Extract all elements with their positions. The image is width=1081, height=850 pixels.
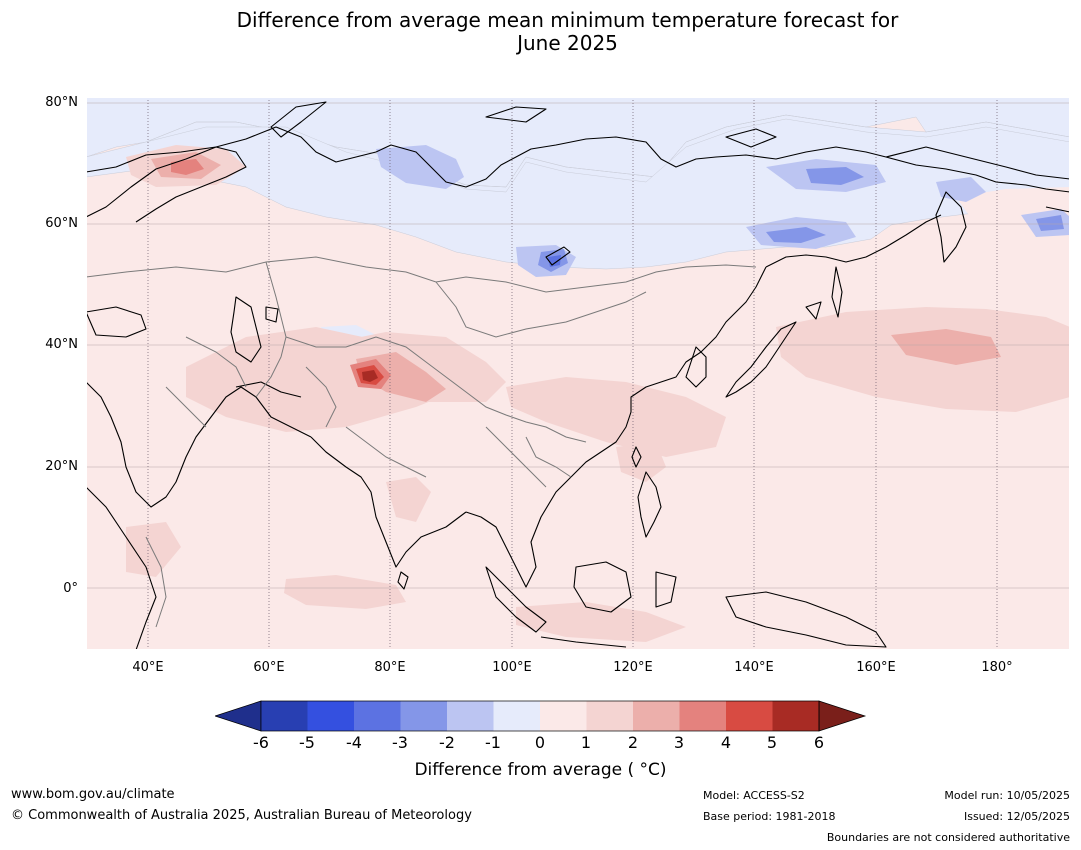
anomaly-nwpacific-plus1 <box>776 307 1070 412</box>
colorbar-tick: 2 <box>627 733 639 752</box>
chart-title: Difference from average mean minimum tem… <box>0 9 1081 55</box>
anomaly-africa-plus1 <box>126 522 181 577</box>
colorbar-segment <box>307 701 354 731</box>
colorbar-tick: -6 <box>253 733 269 752</box>
model-run-date: Model run: 10/05/2025 <box>944 789 1070 802</box>
anomaly-core-yakutia-minus3 <box>766 227 826 243</box>
lon-label-80e: 80°E <box>374 660 406 675</box>
colorbar-segment <box>772 701 819 731</box>
colorbar-segment <box>400 701 447 731</box>
anomaly-nwpacific-plus2 <box>891 329 1001 365</box>
anomaly-scandinavia-plus3 <box>171 159 204 175</box>
colorbar <box>215 700 867 732</box>
anomaly-karakoram-plus5 <box>362 370 378 382</box>
colorbar-segment <box>540 701 587 731</box>
forecast-map <box>86 97 1070 650</box>
lon-label-120e: 120°E <box>613 660 653 675</box>
base-period: Base period: 1981-2018 <box>703 810 836 823</box>
colorbar-label-text: Difference from average ( °C) <box>414 760 667 780</box>
colorbar-tick: -5 <box>299 733 315 752</box>
anomaly-patch-kamchatka-minus2 <box>936 177 986 202</box>
meridians <box>147 97 998 650</box>
colorbar-segment <box>633 701 680 731</box>
lon-label-160e: 160°E <box>856 660 896 675</box>
colorbar-segment <box>586 701 633 731</box>
colorbar-tick: -2 <box>439 733 455 752</box>
lat-label-40n: 40°N <box>45 337 78 352</box>
colorbar-label: Difference from average ( °C) <box>0 760 1081 780</box>
colorbar-tick: -1 <box>485 733 501 752</box>
graticule <box>86 102 1070 589</box>
colorbar-segment <box>354 701 401 731</box>
anomaly-china-plus1 <box>506 377 726 457</box>
website-url: www.bom.gov.au/climate <box>11 787 175 802</box>
anomaly-core-pacific-minus3 <box>1036 215 1064 231</box>
lat-label-60n: 60°N <box>45 216 78 231</box>
colorbar-extend-high <box>818 700 867 732</box>
colorbar-segment <box>679 701 726 731</box>
colorbar-segment <box>726 701 773 731</box>
issued-date: Issued: 12/05/2025 <box>963 810 1070 823</box>
disclaimer: Boundaries are not considered authoritat… <box>826 831 1070 844</box>
title-line-2: June 2025 <box>517 31 618 55</box>
anomaly-indian-ocean-plus1 <box>284 575 406 609</box>
lon-label-100e: 100°E <box>492 660 532 675</box>
anomaly-philippines-plus1 <box>616 442 666 482</box>
colorbar-extend-low <box>215 700 262 732</box>
colorbar-tick: 6 <box>813 733 825 752</box>
coastlines <box>86 101 1070 650</box>
country-borders <box>86 256 757 628</box>
colorbar-tick: -3 <box>392 733 408 752</box>
colorbar-outline <box>260 700 820 732</box>
colorbar-tick: 3 <box>673 733 685 752</box>
colorbar-tick: -4 <box>346 733 362 752</box>
colorbar-tick: 0 <box>534 733 546 752</box>
colorbar-tick: 1 <box>580 733 592 752</box>
colorbar-tick: 4 <box>720 733 732 752</box>
map-svg <box>86 97 1070 650</box>
anomaly-india-east-plus1 <box>386 477 431 522</box>
lon-label-40e: 40°E <box>132 660 164 675</box>
lon-label-60e: 60°E <box>253 660 285 675</box>
colorbar-segment <box>493 701 540 731</box>
lat-label-80n: 80°N <box>45 95 78 110</box>
anomaly-indonesia-plus1 <box>516 602 686 642</box>
colorbar-segment <box>261 701 308 731</box>
lon-label-180: 180° <box>981 660 1013 675</box>
colorbar-segment <box>447 701 494 731</box>
lat-label-20n: 20°N <box>45 459 78 474</box>
lat-label-0: 0° <box>63 581 78 596</box>
anomaly-core-eastsib-minus3 <box>806 167 864 185</box>
colorbar-tick: 5 <box>766 733 778 752</box>
copyright-text: © Commonwealth of Australia 2025, Austra… <box>11 808 472 823</box>
lon-label-140e: 140°E <box>734 660 774 675</box>
title-line-1: Difference from average mean minimum tem… <box>236 8 899 32</box>
model-name: Model: ACCESS-S2 <box>703 789 805 802</box>
